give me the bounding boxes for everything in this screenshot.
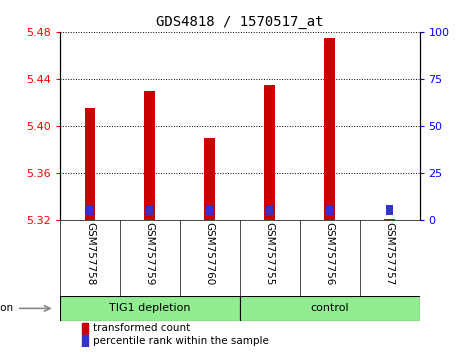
Bar xyxy=(206,205,213,215)
FancyBboxPatch shape xyxy=(240,296,420,321)
Bar xyxy=(264,85,275,220)
Text: GSM757758: GSM757758 xyxy=(85,222,95,286)
Text: GSM757756: GSM757756 xyxy=(325,222,335,286)
Bar xyxy=(324,38,335,220)
Text: transformed count: transformed count xyxy=(94,324,190,333)
Bar xyxy=(144,91,155,220)
Text: GSM757755: GSM757755 xyxy=(265,222,275,286)
Bar xyxy=(204,138,215,220)
FancyBboxPatch shape xyxy=(60,296,240,321)
Bar xyxy=(84,108,95,220)
Text: GSM757757: GSM757757 xyxy=(384,222,395,286)
Text: TIG1 depletion: TIG1 depletion xyxy=(109,303,190,313)
Bar xyxy=(82,335,88,347)
Bar xyxy=(384,219,395,220)
Title: GDS4818 / 1570517_at: GDS4818 / 1570517_at xyxy=(156,16,324,29)
Text: genotype/variation: genotype/variation xyxy=(0,303,13,313)
Bar xyxy=(82,322,88,334)
Bar xyxy=(326,205,333,215)
Text: GSM757759: GSM757759 xyxy=(145,222,155,286)
Bar xyxy=(146,205,154,215)
Text: percentile rank within the sample: percentile rank within the sample xyxy=(94,336,269,346)
Text: GSM757760: GSM757760 xyxy=(205,222,215,286)
Text: control: control xyxy=(310,303,349,313)
Bar xyxy=(386,205,393,215)
Bar xyxy=(266,205,273,215)
Bar xyxy=(86,205,94,215)
